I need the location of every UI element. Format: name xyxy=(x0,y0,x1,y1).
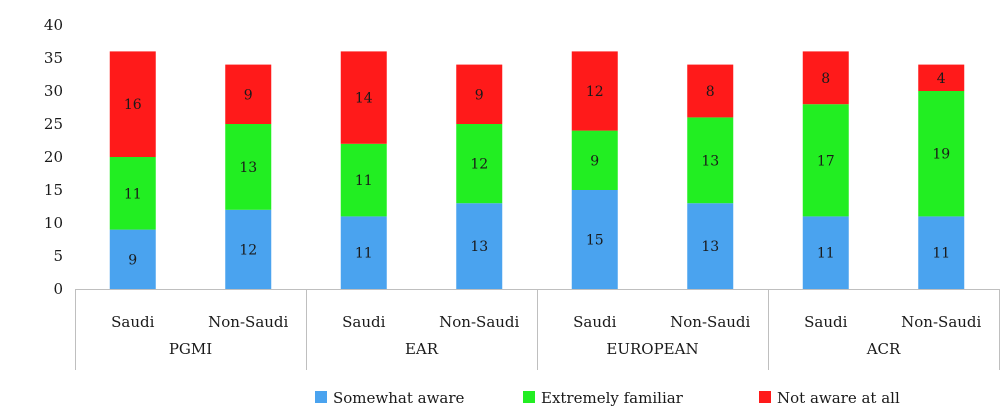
y-tick-label: 35 xyxy=(44,49,63,67)
x-category-label: Non-Saudi xyxy=(901,313,981,331)
data-label: 13 xyxy=(239,160,257,176)
y-tick-label: 0 xyxy=(53,280,63,298)
bar-segment-somewhat-aware xyxy=(918,216,965,289)
bar-segment-extremely-familiar xyxy=(571,130,618,190)
bar-segment-somewhat-aware xyxy=(109,229,156,289)
data-label: 13 xyxy=(470,239,488,255)
bar-segment-not-aware-at-all xyxy=(109,51,156,157)
data-label: 11 xyxy=(817,246,835,262)
y-tick-label: 25 xyxy=(44,115,63,133)
bar-segment-somewhat-aware xyxy=(571,190,618,289)
data-label: 19 xyxy=(932,147,950,163)
bar-segment-extremely-familiar xyxy=(802,104,849,217)
bar-segment-not-aware-at-all xyxy=(456,64,503,124)
bar-segment-not-aware-at-all xyxy=(340,51,387,144)
bar-segment-somewhat-aware xyxy=(456,203,503,289)
x-group-label: EUROPEAN xyxy=(606,340,698,358)
data-label: 11 xyxy=(124,186,142,202)
data-label: 13 xyxy=(701,239,719,255)
data-label: 17 xyxy=(817,153,835,169)
x-category-label: Saudi xyxy=(573,313,616,331)
data-label: 9 xyxy=(244,87,253,103)
y-axis: 0 5 10 15 20 25 30 35 40 xyxy=(44,16,63,298)
legend-label: Not aware at all xyxy=(777,389,900,407)
bar-segment-not-aware-at-all xyxy=(571,51,618,131)
bar-segment-extremely-familiar xyxy=(340,143,387,217)
bar-segment-extremely-familiar xyxy=(225,124,272,210)
bar-segment-somewhat-aware xyxy=(687,203,734,289)
bar-segment-not-aware-at-all xyxy=(918,64,965,91)
x-category-label: Non-Saudi xyxy=(670,313,750,331)
legend-swatch xyxy=(523,391,535,403)
x-category-label: Saudi xyxy=(804,313,847,331)
x-category-label: Saudi xyxy=(342,313,385,331)
data-label: 9 xyxy=(590,153,599,169)
bar-segment-somewhat-aware xyxy=(802,216,849,289)
y-tick-label: 20 xyxy=(44,148,63,166)
data-label: 14 xyxy=(355,91,373,107)
data-label: 11 xyxy=(932,246,950,262)
bar-segment-somewhat-aware xyxy=(225,209,272,289)
y-tick-label: 10 xyxy=(44,214,63,232)
data-label: 8 xyxy=(821,71,830,87)
x-axis: Saudi Non-Saudi Saudi Non-Saudi Saudi Non-Sau… xyxy=(75,289,1000,370)
y-tick-label: 15 xyxy=(44,181,63,199)
y-tick-label: 40 xyxy=(44,16,63,34)
y-tick-label: 5 xyxy=(53,247,63,265)
x-category-label: Saudi xyxy=(111,313,154,331)
legend-swatch xyxy=(759,391,771,403)
x-category-label: Non-Saudi xyxy=(439,313,519,331)
bar-segment-extremely-familiar xyxy=(918,91,965,217)
data-label: 15 xyxy=(586,233,604,249)
bar-segment-extremely-familiar xyxy=(109,157,156,230)
legend-label: Somewhat aware xyxy=(333,389,465,407)
legend: Somewhat aware Extremely familiar Not awar… xyxy=(315,389,900,407)
bar-segment-not-aware-at-all xyxy=(225,64,272,124)
data-label: 12 xyxy=(586,84,604,100)
bar-segment-not-aware-at-all xyxy=(687,64,734,118)
x-group-label: PGMI xyxy=(169,340,212,358)
data-label: 4 xyxy=(937,71,946,87)
data-label: 9 xyxy=(475,87,484,103)
data-label: 11 xyxy=(355,246,373,262)
data-label: 13 xyxy=(701,153,719,169)
legend-label: Extremely familiar xyxy=(541,389,684,407)
legend-swatch xyxy=(315,391,327,403)
data-label: 8 xyxy=(706,84,715,100)
data-label: 16 xyxy=(124,97,142,113)
bar-segment-extremely-familiar xyxy=(687,117,734,204)
bar-segment-not-aware-at-all xyxy=(802,51,849,105)
x-group-label: ACR xyxy=(866,340,901,358)
x-category-label: Non-Saudi xyxy=(208,313,288,331)
bar-segment-somewhat-aware xyxy=(340,216,387,289)
y-tick-label: 30 xyxy=(44,82,63,100)
data-label: 9 xyxy=(128,252,137,268)
data-labels: 9 11 16 12 13 9 11 11 14 13 12 9 15 9 12 13 13 8 11 17 8 11 19… xyxy=(124,71,950,268)
x-group-label: EAR xyxy=(405,340,439,358)
bars xyxy=(109,51,965,289)
bar-segment-extremely-familiar xyxy=(456,124,503,204)
data-label: 12 xyxy=(470,157,488,173)
data-label: 12 xyxy=(239,242,257,258)
data-label: 11 xyxy=(355,173,373,189)
